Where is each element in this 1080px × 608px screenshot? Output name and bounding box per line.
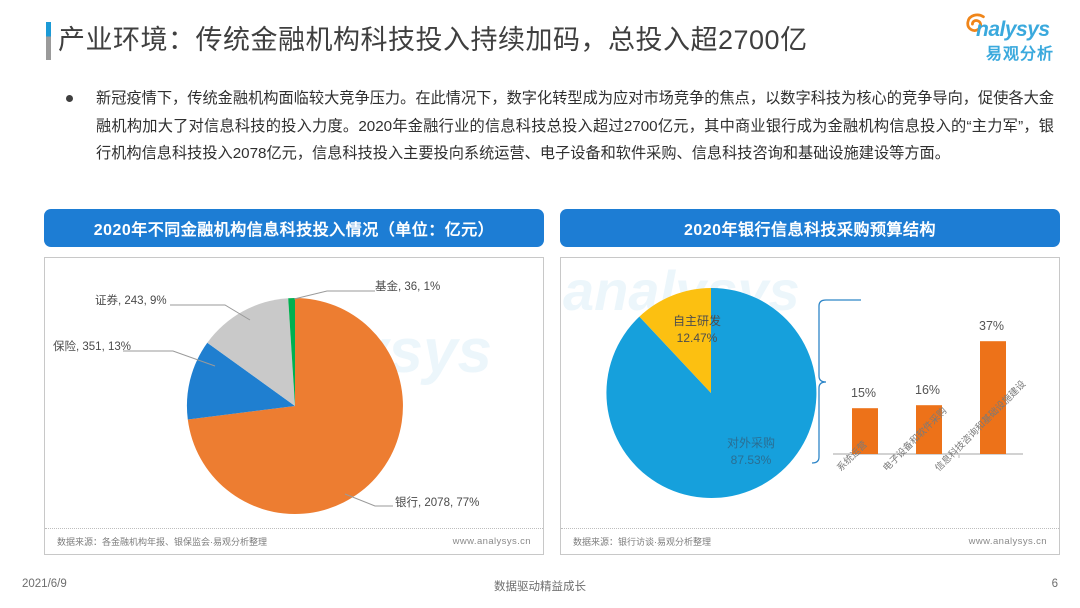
leader-line-securities [170,304,251,321]
pie-svg [123,290,403,514]
body-block: 新冠疫情下，传统金融机构面临较大竞争压力。在此情况下，数字化转型成为应对市场竞争… [64,85,1054,168]
pie-slice-external-procurement [606,287,817,498]
right-source-text: 数据来源：银行访谈·易观分析整理 [573,537,711,547]
right-panel-footer: 数据来源：银行访谈·易观分析整理 www.analysys.cn [561,528,1059,554]
bar-system-operation [852,408,878,454]
right-site-text: www.analysys.cn [968,536,1047,547]
right-chart-title: 2020年银行信息科技采购预算结构 [560,209,1060,247]
pie-label-fund: 基金, 36, 1% [375,281,441,293]
pie-slice-bank [187,298,403,514]
footer-slogan: 数据驱动精益成长 [494,581,586,593]
pie-label-securities: 证券, 243, 9% [95,295,167,307]
pie-label-external-procurement: 对外采购 87.53% [703,435,799,469]
left-panel-footer: 数据来源：各金融机构年报、银保监会·易观分析整理 www.analysys.cn [45,528,543,554]
left-chart-title: 2020年不同金融机构信息科技投入情况（单位：亿元） [44,209,544,247]
pie-chart-procurement-structure: 自主研发 12.47% 对外采购 87.53% 15% 16% 37% 系统运营… [561,258,1061,530]
bar-equipment-software [916,405,942,454]
right-charts-svg [606,287,1023,498]
pie-label-self-development: 自主研发 12.47% [649,313,745,347]
self-development-value: 12.47% [676,331,718,345]
slide-header: 产业环境：传统金融机构科技投入持续加码，总投入超2700亿 nalysys 易观… [0,0,1080,72]
bar-consulting-infrastructure [980,341,1006,454]
title-accent-bar [46,22,51,60]
right-chart-panel: analysys 自主研发 [560,257,1060,555]
bar-value-consulting-infrastructure: 37% [979,319,1005,333]
body-paragraph: 新冠疫情下，传统金融机构面临较大竞争压力。在此情况下，数字化转型成为应对市场竞争… [96,90,1054,162]
leader-line-insurance [123,350,216,367]
external-procurement-value: 87.53% [730,453,772,467]
page-title: 产业环境：传统金融机构科技投入持续加码，总投入超2700亿 [58,25,808,55]
brace-connector-icon [811,299,861,464]
left-site-text: www.analysys.cn [452,536,531,547]
pie-slice-insurance [186,342,295,420]
leader-line-fund [293,290,375,300]
pie-slice-securities [207,298,295,406]
pie-chart-financial-institutions: 基金, 36, 1% 证券, 243, 9% 保险, 351, 13% 银行, … [45,258,545,530]
logo-chinese-name: 易观分析 [986,46,1055,63]
bullet-dot-icon [66,95,73,102]
footer-page-number: 6 [1051,578,1058,590]
analysys-logo: nalysys 易观分析 [958,10,1070,63]
bar-value-system-operation: 15% [851,386,877,400]
pie-label-bank: 银行, 2078, 77% [395,497,480,509]
left-source-text: 数据来源：各金融机构年报、银保监会·易观分析整理 [57,537,267,547]
logo-wordmark: nalysys [976,18,1050,41]
self-development-name: 自主研发 [672,314,721,328]
external-procurement-name: 对外采购 [726,436,775,450]
pie-label-insurance: 保险, 351, 13% [53,341,131,353]
left-chart-panel: analysys 基金, 36, 1% 证券, 243, 9% 保险, [44,257,544,555]
slide-footer: 2021/6/9 数据驱动精益成长 6 [0,568,1080,608]
bar-value-equipment-software: 16% [915,383,941,397]
logo-swirl-icon [966,13,985,32]
footer-date: 2021/6/9 [22,578,67,590]
pie-slice-fund [288,297,295,406]
leader-line-bank [344,493,393,507]
pie-slice-self-development [639,288,711,393]
